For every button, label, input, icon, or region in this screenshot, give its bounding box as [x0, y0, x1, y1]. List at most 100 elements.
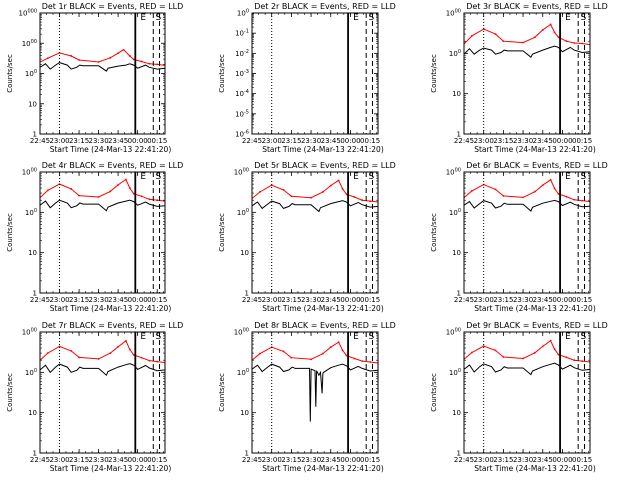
x-tick-label: 23:15	[281, 137, 301, 145]
x-tick-label: 23:00	[262, 296, 282, 304]
x-tick-label: 00:15	[360, 296, 380, 304]
x-tick-label: 23:30	[513, 137, 533, 145]
lld-data-point	[369, 200, 372, 202]
lld-data-point	[361, 360, 364, 362]
lld-data-point	[533, 190, 536, 193]
lld-data-point	[345, 193, 348, 196]
x-axis-label: Start Time (24-Mar-13 22:41:20)	[50, 464, 172, 473]
lld-data-point	[581, 42, 584, 45]
plot-frame	[463, 12, 591, 135]
x-tick-label: 23:45	[533, 137, 553, 145]
panel-title: Det 3r BLACK = Events, RED = LLD	[466, 2, 608, 11]
y-tick-label: 1	[457, 290, 461, 298]
x-tick-label: 22:45	[30, 296, 50, 304]
lld-series-line	[464, 179, 590, 203]
plot-frame	[251, 331, 379, 454]
x-tick-label: 00:00	[340, 296, 360, 304]
x-axis-label: Start Time (24-Mar-13 22:41:20)	[50, 304, 172, 313]
lld-data-point	[128, 187, 131, 189]
events-series-line	[40, 62, 165, 72]
x-axis-label: Start Time (24-Mar-13 22:41:20)	[262, 145, 384, 154]
lld-data-point	[46, 57, 49, 60]
lld-data-point	[140, 60, 143, 63]
y-tick-label: 100	[237, 208, 249, 217]
panel-title: Det 7r BLACK = Events, RED = LLD	[42, 321, 184, 330]
lld-data-point	[97, 61, 100, 63]
panel-title: Det 5r BLACK = Events, RED = LLD	[254, 161, 396, 170]
x-tick-label: 00:00	[552, 296, 572, 304]
x-tick-label: 00:00	[128, 137, 148, 145]
events-series-line	[40, 363, 165, 377]
y-tick-label: 10	[28, 100, 37, 108]
x-tick-label: 23:00	[474, 296, 494, 304]
y-tick-label: 10-4	[235, 89, 249, 98]
marker-label-e: E	[140, 332, 146, 342]
lld-data-point	[470, 35, 473, 37]
plot-frame	[463, 331, 591, 454]
y-tick-label: 1000	[446, 168, 461, 177]
lld-data-point	[494, 349, 497, 352]
x-tick-label: 22:45	[30, 456, 50, 464]
y-tick-label: 1000	[22, 39, 37, 48]
lld-data-point	[258, 352, 261, 355]
x-tick-label: 00:15	[147, 456, 167, 464]
plot-frame	[463, 171, 591, 294]
panel-title: Det 4r BLACK = Events, RED = LLD	[42, 161, 184, 170]
x-tick-label: 22:45	[30, 137, 50, 145]
lld-data-point	[329, 184, 332, 187]
lld-data-point	[117, 52, 120, 55]
x-tick-label: 23:30	[513, 456, 533, 464]
lld-data-point	[573, 42, 576, 44]
lld-data-point	[78, 194, 80, 197]
x-tick-label: 23:45	[533, 296, 553, 304]
lld-data-point	[70, 188, 73, 190]
lld-data-point	[470, 351, 473, 354]
marker-label-e: E	[565, 13, 571, 23]
x-axis-label: Start Time (24-Mar-13 22:41:20)	[474, 145, 596, 154]
x-tick-label: 23:15	[69, 456, 89, 464]
lld-data-point	[341, 349, 344, 352]
panel-title: Det 8r BLACK = Events, RED = LLD	[254, 321, 396, 330]
panel-title: Det 9r BLACK = Events, RED = LLD	[466, 321, 608, 330]
x-tick-label: 00:00	[552, 456, 572, 464]
plot-frame	[39, 171, 166, 294]
detector-panel-5: Det 5r BLACK = Events, RED = LLD Counts/s…	[218, 161, 396, 313]
marker-label-s: S	[368, 332, 374, 342]
y-tick-label: 1	[457, 450, 461, 458]
x-tick-label: 23:00	[474, 456, 494, 464]
y-tick-label: 1	[33, 450, 37, 458]
panel-title: Det 2r BLACK = Events, RED = LLD	[254, 2, 396, 11]
x-tick-label: 00:15	[147, 137, 167, 145]
detector-panel-6: Det 6r BLACK = Events, RED = LLD Counts/s…	[430, 161, 608, 313]
x-tick-label: 00:15	[360, 456, 380, 464]
y-tick-label: 1	[245, 290, 249, 298]
lld-data-point	[46, 189, 49, 192]
lld-data-point	[573, 198, 576, 201]
lld-data-point	[565, 356, 568, 359]
x-tick-label: 23:30	[301, 296, 321, 304]
lld-data-point	[46, 352, 49, 354]
y-tick-label: 1	[245, 450, 249, 458]
lld-data-point	[109, 56, 112, 59]
y-tick-label: 100	[449, 368, 461, 377]
x-tick-label: 23:30	[89, 456, 109, 464]
lld-data-point	[502, 356, 505, 358]
lld-data-point	[78, 356, 80, 359]
detector-panel-1: Det 1r BLACK = Events, RED = LLD Counts/s…	[6, 2, 183, 154]
y-tick-label: 1000	[446, 328, 461, 337]
lld-data-point	[565, 40, 568, 43]
lld-data-point	[310, 358, 312, 361]
lld-data-point	[282, 188, 285, 191]
marker-label-e: E	[353, 13, 359, 23]
x-tick-label: 22:45	[454, 137, 474, 145]
y-tick-label: 10	[28, 409, 37, 417]
detector-panel-4: Det 4r BLACK = Events, RED = LLD Counts/s…	[6, 161, 183, 313]
lld-data-point	[353, 196, 356, 198]
x-tick-label: 00:15	[147, 296, 167, 304]
detector-panel-3: Det 3r BLACK = Events, RED = LLD Counts/s…	[430, 2, 608, 154]
lld-data-point	[290, 195, 293, 198]
lld-data-point	[557, 353, 560, 356]
x-tick-label: 23:45	[108, 296, 128, 304]
lld-data-point	[482, 345, 485, 347]
